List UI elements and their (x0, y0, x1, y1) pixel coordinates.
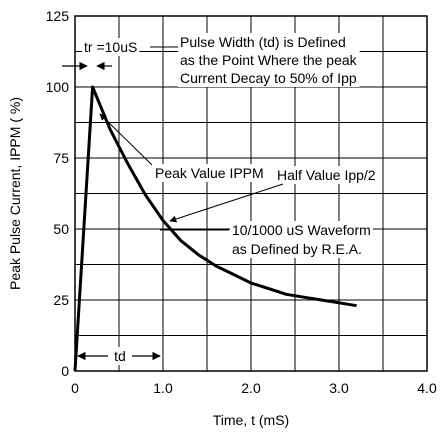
pulse-width-note-line-1: Pulse Width (td) is Defined (180, 34, 346, 50)
x-tick-label: 2.0 (241, 380, 261, 396)
x-tick-labels: 0 1.0 2.0 3.0 4.0 (71, 380, 437, 396)
x-tick-label: 0 (71, 380, 79, 396)
half-value-label-background (275, 166, 378, 184)
tr-label-background (82, 38, 140, 56)
peak-value-label-background (153, 164, 266, 182)
pulse-width-note-line-2: as the Point Where the peak (180, 52, 358, 68)
waveform-line (73, 85, 357, 372)
y-tick-label: 100 (46, 79, 70, 95)
waveform-note-line-1: 10/1000 uS Waveform (232, 222, 371, 238)
x-tick-label: 4.0 (417, 380, 437, 396)
plot-frame (74, 15, 428, 372)
tr-label: tr =10uS (84, 39, 137, 55)
x-tick-label: 3.0 (329, 380, 349, 396)
pulse-width-note-line-3: Current Decay to 50% of Ipp (180, 70, 357, 86)
half-value-arrow (169, 183, 284, 223)
y-tick-label: 125 (46, 8, 70, 24)
td-label: td (114, 348, 126, 364)
y-tick-label: 75 (53, 150, 69, 166)
y-tick-label: 50 (53, 221, 69, 237)
half-value-label: Half Value Ipp/2 (277, 167, 376, 183)
y-tick-labels: 0 25 50 75 100 125 (46, 8, 70, 379)
y-tick-label: 0 (61, 363, 69, 379)
x-tick-label: 1.0 (153, 380, 173, 396)
waveform-note-line-2: as Defined by R.E.A. (232, 241, 362, 257)
x-axis-title: Time, t (mS) (213, 412, 289, 428)
pulse-width-note-background (178, 33, 360, 87)
y-axis-title: Peak Pulse Current, IPPM ( %) (7, 97, 23, 290)
y-tick-label: 25 (53, 292, 69, 308)
peak-value-label: Peak Value IPPM (155, 165, 264, 181)
annotations: tr =10uS Pulse Width (td) is Defined as … (62, 33, 378, 365)
peak-value-arrow (99, 113, 153, 166)
waveform-note-background (230, 221, 373, 258)
td-label-background (111, 347, 129, 365)
